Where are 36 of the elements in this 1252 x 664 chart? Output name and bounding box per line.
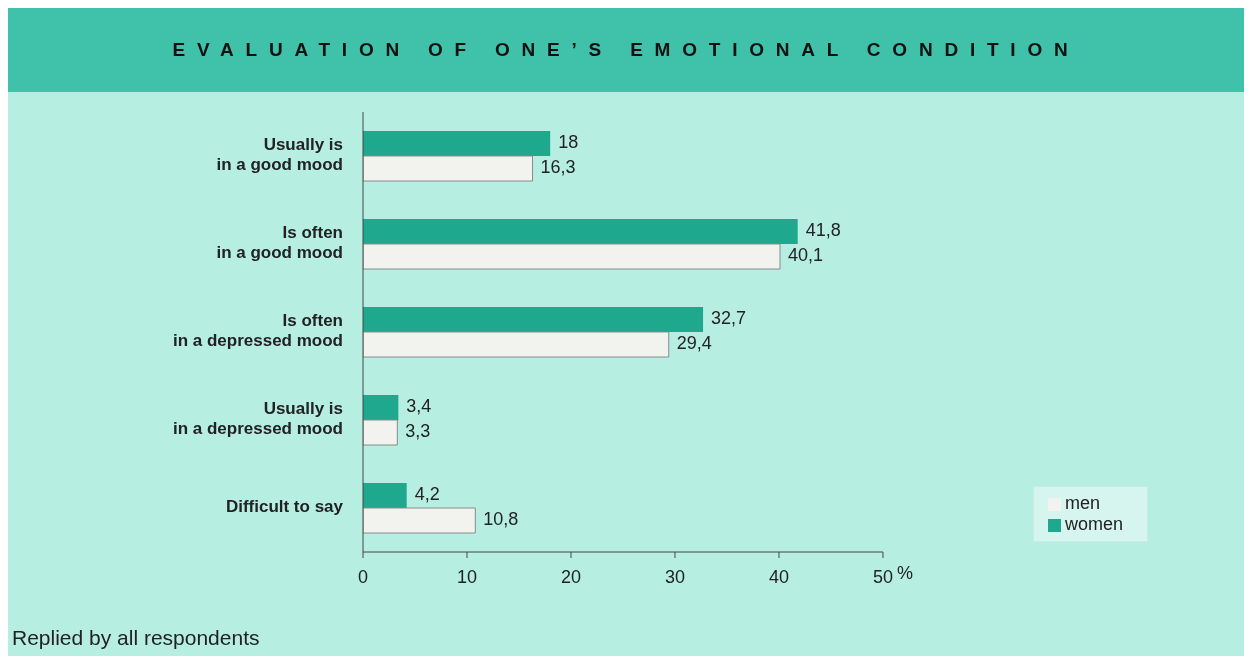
x-axis-title: % xyxy=(896,563,913,584)
x-tick-label: 0 xyxy=(357,566,369,587)
bar xyxy=(363,507,476,534)
x-tick-label: 10 xyxy=(456,566,478,587)
data-label: 41,8 xyxy=(805,220,841,241)
x-tick-label: 30 xyxy=(664,566,685,587)
bar xyxy=(363,395,399,420)
bar xyxy=(363,331,670,358)
bar xyxy=(363,307,704,332)
chart-title: EVALUATION OF ONE’S EMOTIONAL CONDITION xyxy=(8,8,1244,92)
data-label: 32,7 xyxy=(711,308,747,329)
x-tick-label: 50 xyxy=(872,566,893,587)
data-label: 3,3 xyxy=(405,421,431,442)
y-tick-label: Usually is in a good mood xyxy=(216,135,343,175)
bar xyxy=(363,219,798,244)
y-tick-label: Is often in a depressed mood xyxy=(172,311,343,351)
x-tick-label: 40 xyxy=(768,566,789,587)
y-tick-label: Difficult to say xyxy=(225,497,344,517)
y-tick-label: Usually is in a depressed mood xyxy=(172,399,343,439)
data-label: 18 xyxy=(558,132,579,153)
data-label: 40,1 xyxy=(788,245,824,266)
x-tick-label: 20 xyxy=(560,566,581,587)
bar xyxy=(363,155,534,182)
data-label: 29,4 xyxy=(676,333,712,354)
data-label: 10,8 xyxy=(483,509,519,530)
y-tick-label: Is often in a good mood xyxy=(216,223,343,263)
data-label: 16,3 xyxy=(540,157,576,178)
bar xyxy=(363,483,407,508)
bar xyxy=(363,131,551,156)
bar xyxy=(363,419,398,446)
legend-label: men xyxy=(1064,493,1100,513)
legend-label: women xyxy=(1064,514,1123,534)
bar xyxy=(363,243,781,270)
text: Replied by all respondents xyxy=(12,626,260,650)
data-label: 3,4 xyxy=(406,396,432,417)
data-label: 4,2 xyxy=(414,484,440,505)
